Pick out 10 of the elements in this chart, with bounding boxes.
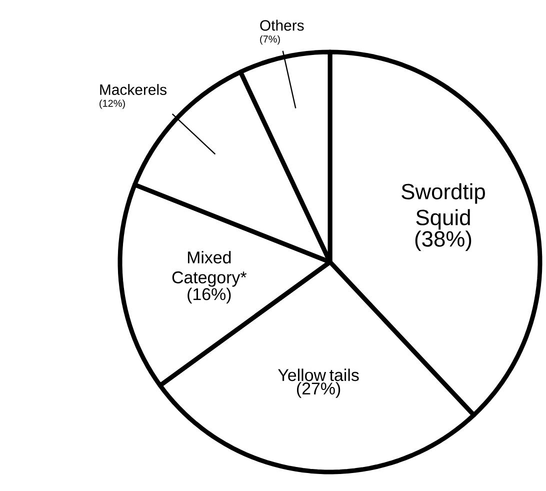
data-label: (7%) bbox=[260, 35, 280, 45]
data-label: (38%) bbox=[415, 230, 472, 252]
slice-label: Yellow tails bbox=[278, 368, 359, 382]
slice-label: Mixed Category* bbox=[172, 251, 247, 287]
data-label: (16%) bbox=[188, 288, 231, 304]
data-label: (12%) bbox=[100, 100, 125, 109]
data-label: (27%) bbox=[297, 382, 340, 398]
slice-label: Others bbox=[260, 20, 304, 31]
slice-label: Mackerels bbox=[100, 84, 167, 95]
slice-label: Swordtip Squid bbox=[402, 183, 485, 230]
